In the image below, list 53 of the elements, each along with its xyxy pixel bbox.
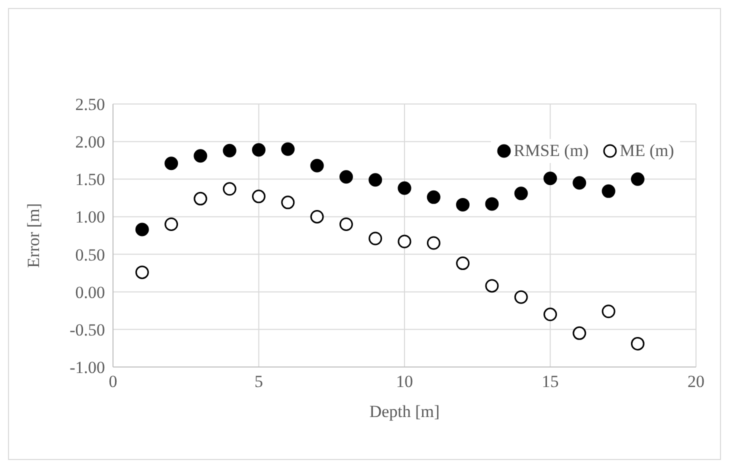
legend-label: RMSE (m) [514, 141, 589, 161]
point [485, 197, 499, 211]
point [602, 184, 616, 198]
point [426, 236, 440, 250]
y-tick-label: 2.50 [75, 95, 105, 114]
point [572, 326, 586, 340]
y-tick-label: -1.00 [70, 358, 105, 378]
point [544, 308, 557, 322]
point [398, 181, 412, 195]
point [630, 336, 644, 350]
point [456, 256, 470, 270]
point [194, 192, 208, 206]
point [602, 304, 616, 318]
point [252, 190, 266, 204]
point [426, 190, 440, 204]
point [310, 210, 324, 224]
y-axis-title: Error [m] [24, 203, 44, 268]
point [398, 234, 412, 248]
point [514, 186, 528, 200]
x-tick-label: 5 [254, 372, 263, 392]
y-tick-label: -0.50 [70, 320, 105, 340]
point [164, 156, 178, 170]
point [514, 290, 528, 304]
point [194, 149, 208, 163]
x-tick-label: 0 [108, 372, 118, 392]
point [135, 222, 149, 236]
point [310, 158, 324, 172]
point [368, 232, 382, 246]
point [339, 170, 353, 184]
x-tick-label: 10 [396, 372, 413, 392]
point [572, 176, 586, 190]
point [544, 172, 557, 186]
y-tick-label: 1.00 [75, 208, 105, 227]
point [135, 266, 149, 280]
x-tick-label: 20 [688, 372, 704, 392]
point [630, 172, 644, 186]
x-axis-title: Depth [m] [369, 402, 440, 421]
y-tick-label: 0.50 [75, 245, 105, 264]
point [281, 142, 295, 156]
y-tick-label: 2.00 [75, 132, 105, 152]
point [281, 196, 295, 210]
point [222, 182, 236, 196]
point [222, 144, 236, 158]
y-tick-label: 1.50 [75, 170, 105, 190]
y-tick-label: 0.00 [75, 282, 105, 302]
point [164, 217, 178, 231]
point [368, 173, 382, 187]
x-tick-label: 15 [542, 372, 559, 392]
point [485, 279, 499, 293]
point [456, 198, 470, 212]
legend-label: ME (m) [620, 141, 674, 161]
point [339, 217, 353, 231]
point [252, 143, 266, 157]
